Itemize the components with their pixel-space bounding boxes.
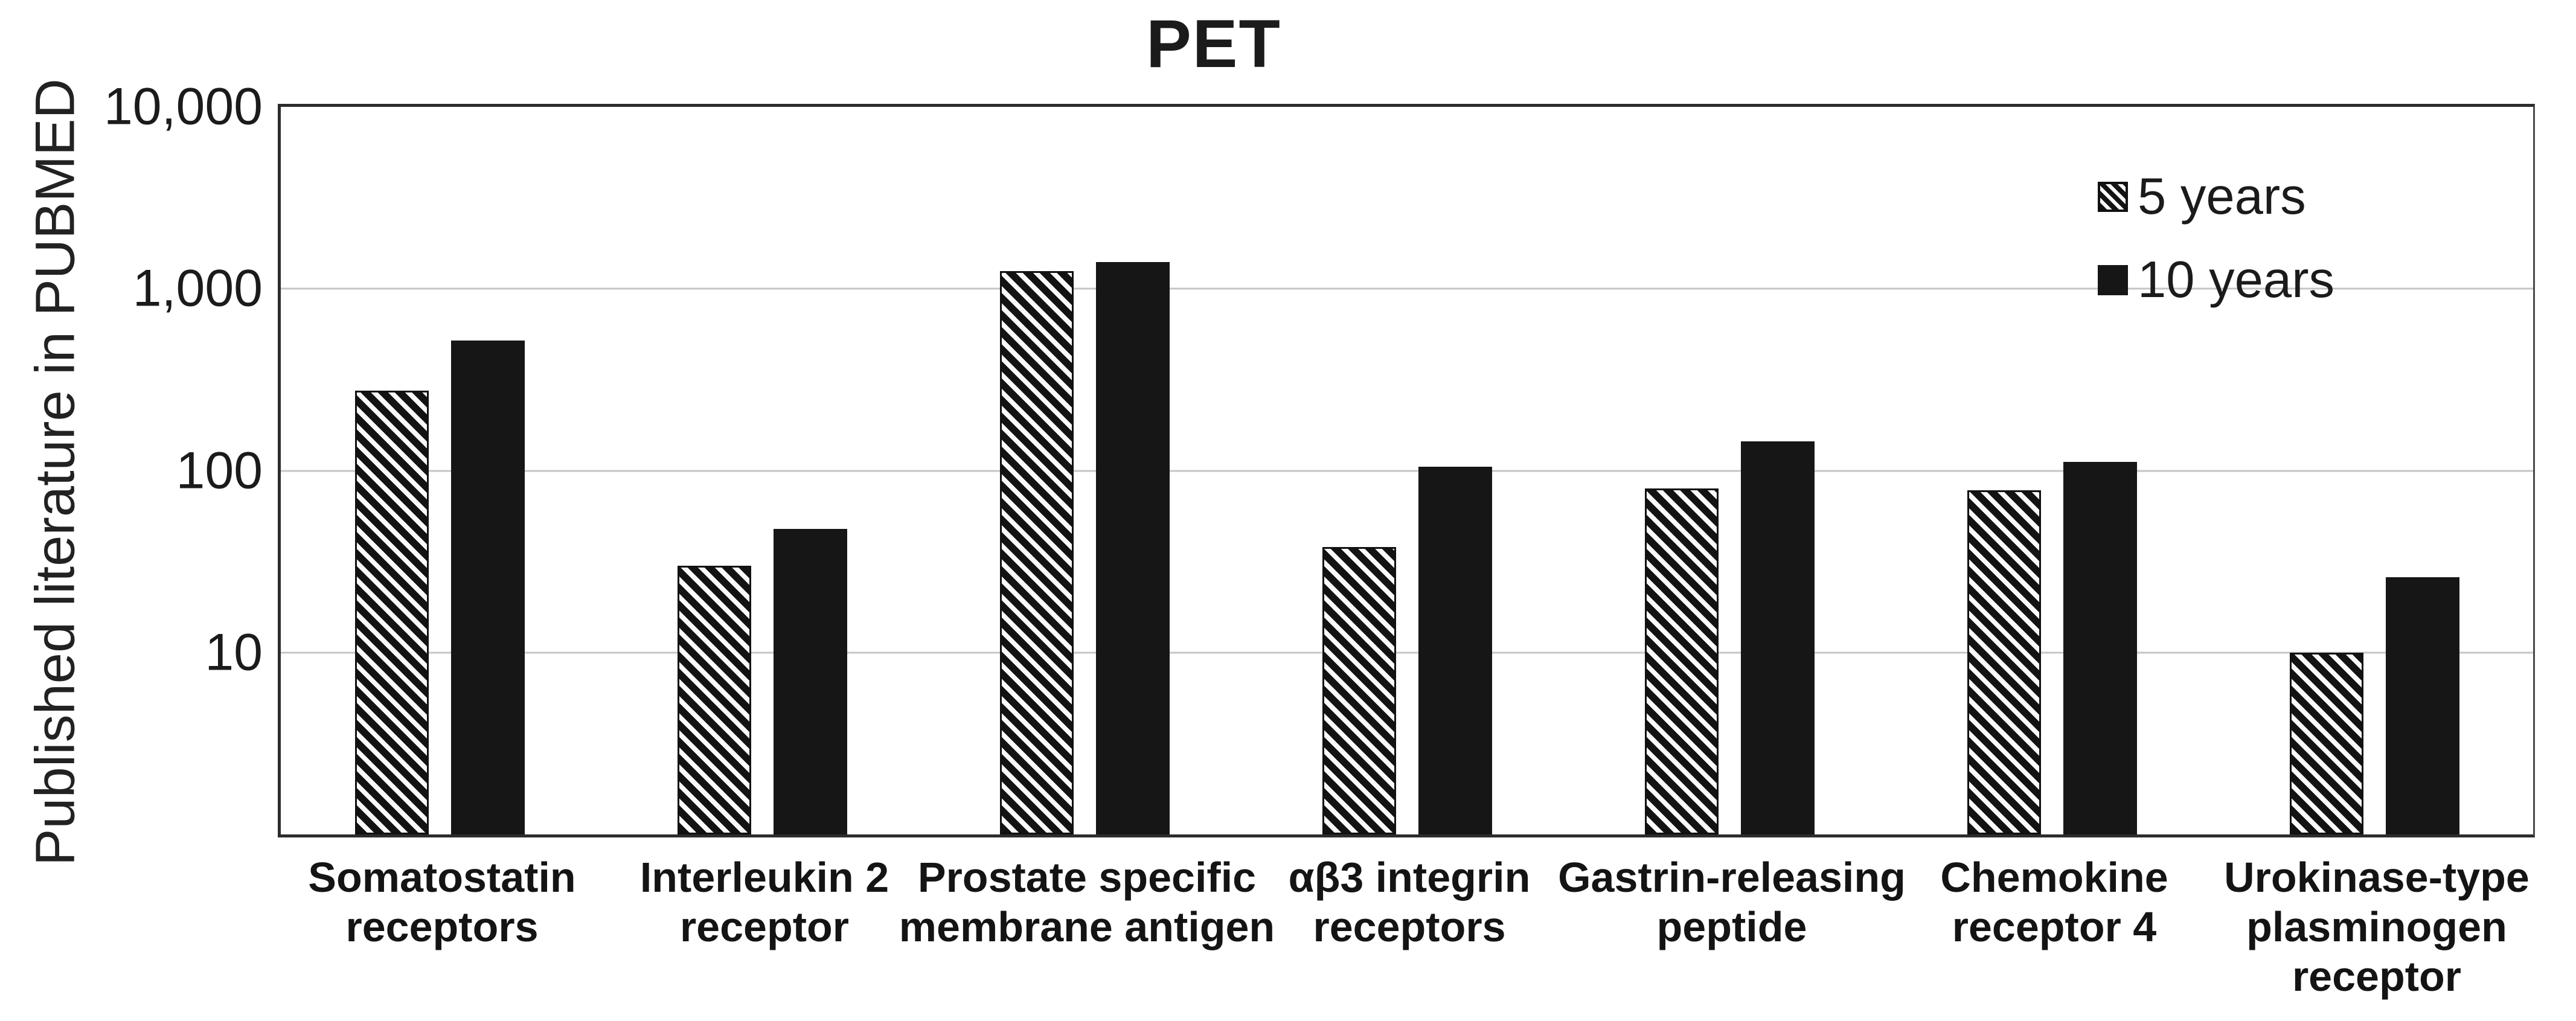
bar-5-years-cat7: [2290, 652, 2363, 834]
bar-10-years-cat7: [2386, 577, 2459, 834]
chart-title: PET: [1146, 6, 1281, 82]
legend-label: 10 years: [2138, 251, 2335, 309]
y-tick-label: 10,000: [103, 77, 263, 136]
legend-item-5-years: 5 years: [2098, 168, 2334, 226]
bar-10-years-cat3: [1096, 262, 1170, 834]
bar-10-years-cat1: [451, 340, 525, 834]
bar-10-years-cat6: [2063, 461, 2137, 834]
solid-swatch-icon: [2098, 265, 2128, 295]
y-tick-label: 10: [205, 623, 263, 682]
category-label: Gastrin-releasing peptide: [1558, 854, 1906, 950]
category-label: Prostate specific membrane antigen: [899, 854, 1275, 950]
legend: 5 years 10 years: [2098, 168, 2334, 334]
legend-label: 5 years: [2138, 168, 2306, 225]
bar-5-years-cat3: [1000, 271, 1074, 834]
gridline: [281, 651, 2533, 654]
y-axis-title: Published literature in PUBMED: [24, 78, 86, 866]
bar-5-years-cat2: [678, 566, 751, 834]
bar-10-years-cat5: [1741, 441, 1815, 834]
category-label: Interleukin 2 receptor: [639, 854, 889, 950]
gridline: [281, 470, 2533, 472]
category-label: αβ3 integrin receptors: [1288, 854, 1531, 950]
category-label: Chemokine receptor 4: [1940, 854, 2168, 950]
bar-5-years-cat6: [1967, 490, 2041, 834]
legend-item-10-years: 10 years: [2098, 251, 2334, 309]
category-label: Urokinase-type plasminogen receptor: [2224, 854, 2530, 1000]
bar-10-years-cat4: [1418, 467, 1492, 834]
bar-5-years-cat4: [1322, 547, 1396, 834]
bar-5-years-cat5: [1645, 488, 1719, 834]
plot-area: 10,000 1,000 100 10 Somatostatin receptors In…: [104, 78, 2535, 1000]
bar-5-years-cat1: [355, 391, 429, 834]
y-tick-label: 100: [176, 441, 263, 499]
gridline: [281, 287, 2533, 290]
y-tick-label: 1,000: [132, 259, 263, 318]
hatched-swatch-icon: [2098, 182, 2128, 212]
bar-10-years-cat2: [774, 528, 847, 834]
category-label: Somatostatin receptors: [308, 854, 576, 950]
